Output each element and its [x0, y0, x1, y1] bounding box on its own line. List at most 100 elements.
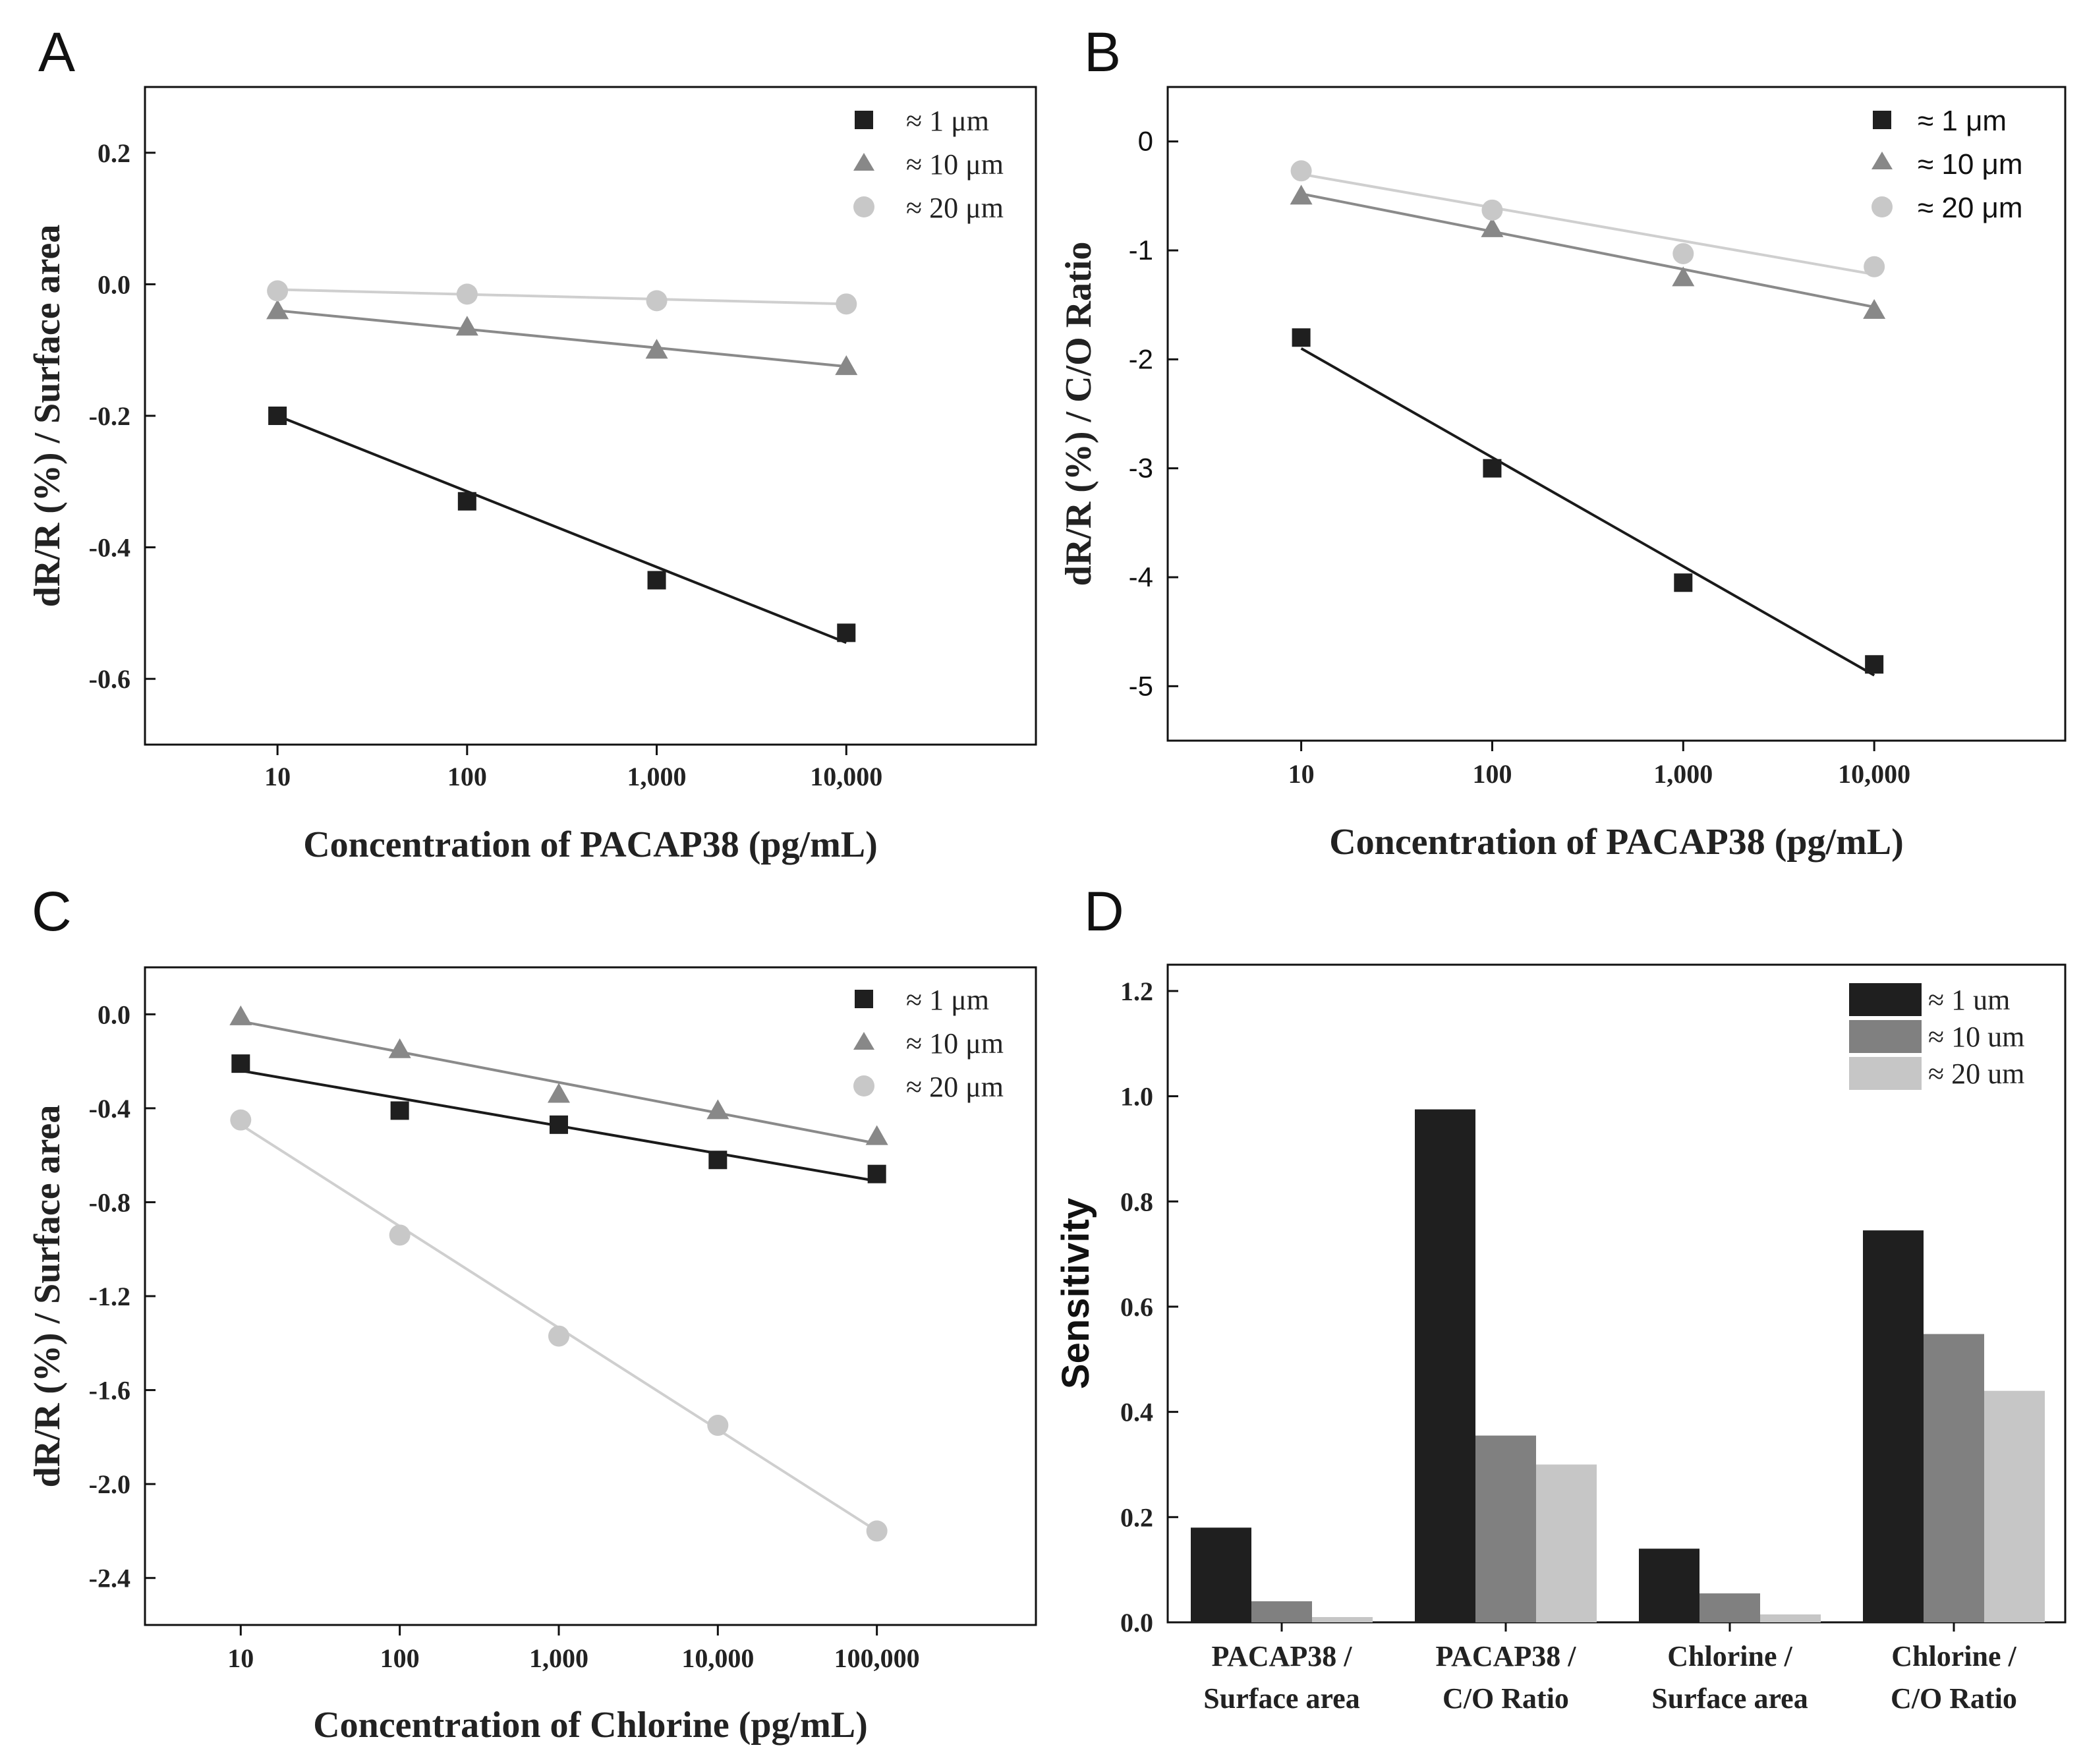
point-1um — [1865, 655, 1884, 674]
point-1um — [268, 407, 287, 425]
panel-c-legend: ≈ 1 μm ≈ 10 μm ≈ 20 μm — [853, 984, 1004, 1103]
y-tick-label: -4 — [1129, 561, 1153, 592]
category-label-line2: C/O Ratio — [1891, 1682, 2017, 1715]
legend-a-label-3: ≈ 20 μm — [906, 192, 1004, 224]
y-tick-label: -2.4 — [89, 1564, 130, 1593]
point-10um — [455, 316, 478, 336]
bar-1-group-1 — [1191, 1527, 1251, 1622]
panel-d-letter: D — [1084, 880, 1124, 942]
bar-1-group-4 — [1863, 1230, 1924, 1622]
point-10um — [266, 299, 289, 320]
legend-a-marker-3 — [853, 196, 874, 217]
x-tick-label: 10,000 — [810, 762, 882, 791]
panel-d-ylabel: Sensitivity — [1054, 1198, 1097, 1389]
y-tick-label: 0.8 — [1120, 1187, 1153, 1216]
panel-a: A -0.6 -0.4 -0.2 0.0 0.2 10 100 1,000 10,000 ≈ 1… — [27, 21, 1037, 865]
legend-c-marker-2 — [853, 1032, 874, 1050]
category-label-line1: Chlorine / — [1667, 1640, 1792, 1672]
panel-d-legend: ≈ 1 um ≈ 10 um ≈ 20 um — [1849, 983, 2024, 1090]
fit-line-2 — [277, 309, 847, 368]
x-tick-label: 1,000 — [627, 762, 687, 791]
panel-b: B -5 -4 -3 -2 -1 0 10 100 1,000 10,000 ≈ 1 μm ≈ 1… — [1058, 21, 2067, 863]
panel-b-legend: ≈ 1 μm ≈ 10 μm ≈ 20 μm — [1871, 105, 2023, 224]
panel-a-legend: ≈ 1 μm ≈ 10 μm ≈ 20 μm — [853, 105, 1004, 224]
point-10um — [865, 1125, 888, 1145]
point-10um — [706, 1099, 729, 1120]
point-1um — [837, 623, 856, 642]
point-20um — [836, 293, 857, 315]
point-10um — [229, 1005, 252, 1025]
y-tick-label: -0.4 — [89, 1094, 130, 1124]
legend-c-marker-3 — [853, 1075, 874, 1096]
x-tick-label: 100 — [1472, 759, 1512, 789]
y-tick-label: -1 — [1129, 235, 1153, 266]
legend-b-marker-1 — [1873, 111, 1891, 129]
point-1um — [1674, 573, 1693, 592]
legend-b-label-2: ≈ 10 μm — [1918, 148, 2023, 181]
y-tick-label: 0.6 — [1120, 1292, 1153, 1322]
point-20um — [1290, 160, 1312, 182]
point-20um — [389, 1224, 411, 1246]
category-label-line2: C/O Ratio — [1442, 1682, 1569, 1715]
point-10um — [1481, 217, 1504, 237]
point-10um — [645, 339, 668, 359]
category-label-line1: Chlorine / — [1891, 1640, 2016, 1672]
legend-b-marker-2 — [1871, 152, 1893, 169]
fit-line-3 — [1301, 173, 1875, 276]
bar-1-group-3 — [1639, 1549, 1699, 1622]
panel-c: C -2.4 -2.0 -1.6 -1.2 -0.8 -0.4 0.0 10 100 1,000 1… — [27, 880, 1037, 1746]
point-10um — [1290, 185, 1313, 205]
x-tick-label: 10 — [227, 1643, 254, 1673]
panel-a-letter: A — [38, 21, 75, 83]
legend-a-label-1: ≈ 1 μm — [906, 105, 989, 137]
panel-a-ylabel: dR/R (%) / Surface area — [27, 225, 68, 608]
point-20um — [548, 1325, 569, 1347]
point-1um — [549, 1115, 568, 1134]
point-10um — [388, 1038, 411, 1058]
panel-b-xlabel: Concentration of PACAP38 (pg/mL) — [1329, 822, 1904, 863]
x-tick-label: 10,000 — [681, 1643, 754, 1673]
point-1um — [647, 571, 666, 590]
legend-a-marker-1 — [855, 111, 873, 129]
panel-d: D 0.0 0.2 0.4 0.6 0.8 1.0 1.2 PACAP38 / Surface… — [1054, 880, 2067, 1715]
y-tick-label: -5 — [1129, 670, 1153, 701]
legend-b-label-1: ≈ 1 μm — [1918, 105, 2007, 137]
panel-b-ylabel: dR/R (%) / C/O Ratio — [1058, 242, 1099, 586]
point-1um — [1483, 459, 1502, 478]
point-20um — [230, 1109, 252, 1131]
category-label-line2: Surface area — [1651, 1682, 1808, 1715]
legend-d-marker-1 — [1849, 983, 1922, 1016]
legend-c-label-2: ≈ 10 μm — [906, 1027, 1004, 1060]
legend-b-label-3: ≈ 20 μm — [1918, 192, 2023, 224]
fit-line-3 — [277, 288, 847, 306]
y-tick-label: 0.0 — [98, 270, 130, 299]
x-tick-label: 10 — [264, 762, 291, 791]
fit-line-1 — [277, 414, 847, 644]
y-tick-label: -0.2 — [89, 401, 130, 431]
point-20um — [1672, 242, 1694, 264]
panel-d-frame — [1166, 963, 2067, 1624]
category-label-line1: PACAP38 / — [1211, 1640, 1352, 1672]
fit-line-1 — [1300, 347, 1875, 677]
fit-line-2 — [240, 1020, 878, 1145]
fit-line-2 — [1301, 192, 1875, 308]
point-10um — [1672, 266, 1695, 287]
point-1um — [867, 1164, 886, 1183]
point-10um — [547, 1083, 570, 1103]
bar-3-group-2 — [1536, 1464, 1597, 1622]
category-label-line2: Surface area — [1203, 1682, 1359, 1715]
point-20um — [646, 290, 668, 312]
legend-a-marker-2 — [853, 153, 874, 171]
y-tick-label: 0.2 — [98, 138, 130, 168]
legend-c-label-1: ≈ 1 μm — [906, 984, 989, 1016]
panel-b-frame — [1166, 86, 2067, 742]
point-10um — [835, 355, 858, 376]
y-tick-label: -0.4 — [89, 533, 130, 563]
bar-3-group-3 — [1760, 1614, 1821, 1622]
bar-3-group-1 — [1312, 1617, 1373, 1622]
point-20um — [707, 1415, 729, 1437]
panel-c-xlabel: Concentration of Chlorine (pg/mL) — [313, 1705, 868, 1746]
legend-c-marker-1 — [855, 990, 873, 1008]
x-tick-label: 1,000 — [1653, 759, 1713, 789]
